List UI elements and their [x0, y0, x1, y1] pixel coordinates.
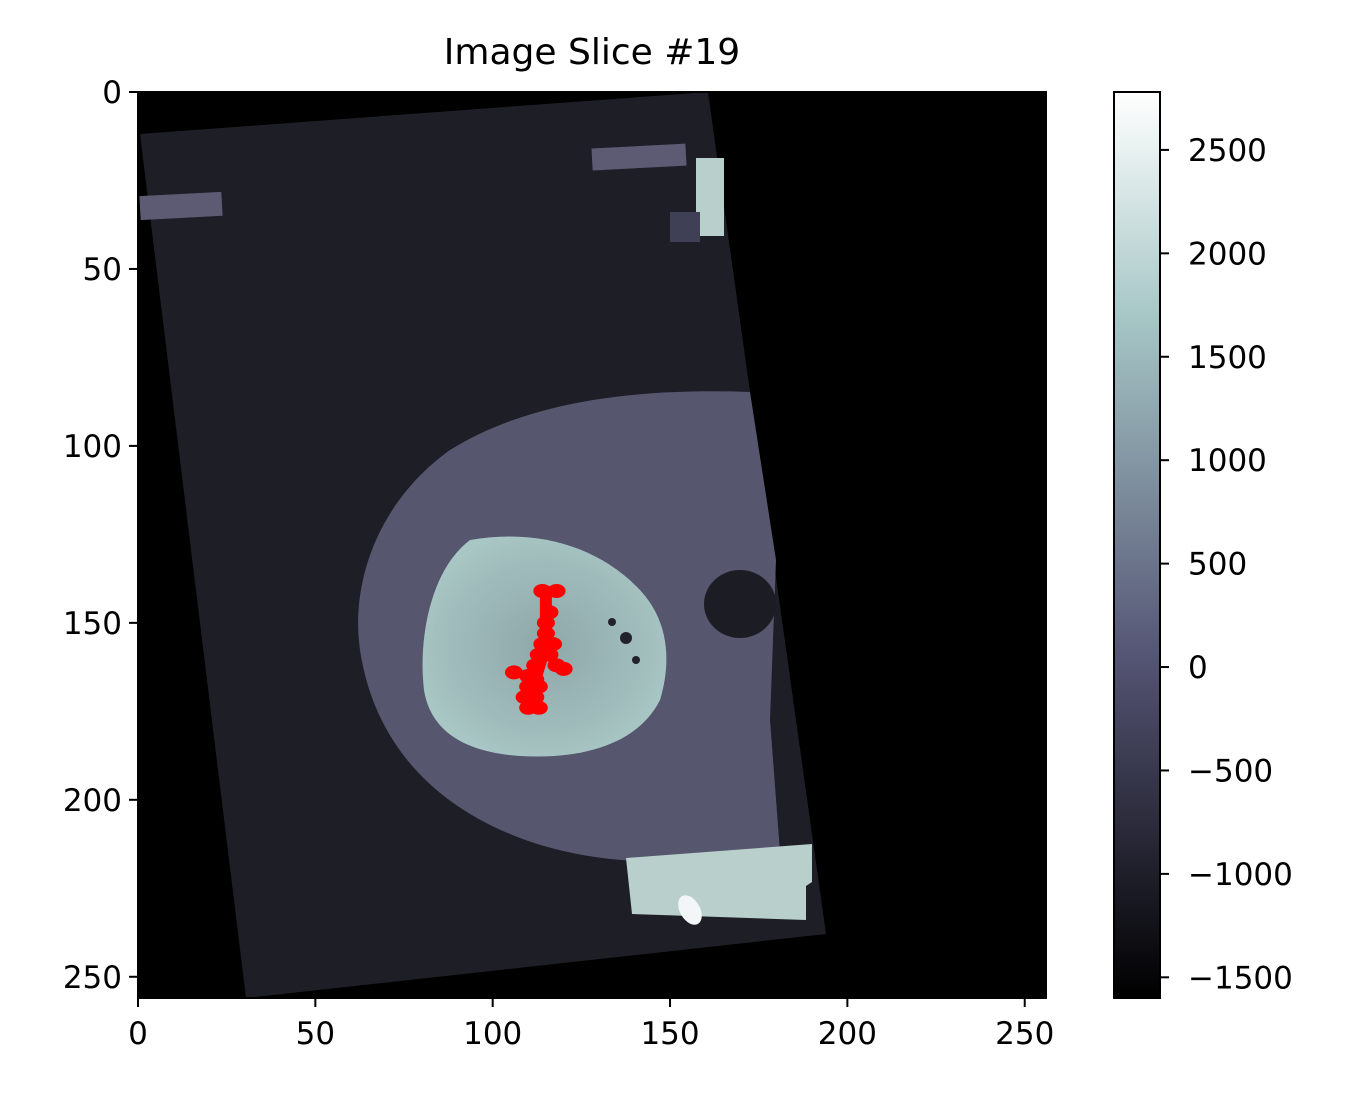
top-right-marker — [591, 143, 687, 171]
x-tick-label: 50 — [296, 1016, 335, 1052]
small-cavity-2 — [608, 618, 616, 626]
x-axis: 0 50 100 150 200 250 — [128, 998, 1054, 1052]
y-tick-label: 100 — [63, 429, 122, 465]
annotation-overlay — [504, 584, 573, 715]
x-tick-label: 150 — [640, 1016, 699, 1052]
chart-title: Image Slice #19 — [444, 32, 740, 73]
top-left-marker — [139, 191, 223, 221]
colorbar-tick-label: −500 — [1188, 753, 1273, 789]
y-tick-label: 50 — [83, 252, 122, 288]
colorbar-tick-label: 1500 — [1188, 340, 1267, 376]
colorbar-tick-label: 2000 — [1188, 236, 1267, 272]
x-tick-label: 0 — [128, 1016, 148, 1052]
ct-image — [138, 92, 1046, 998]
bottom-support — [626, 844, 812, 920]
plot-frame — [137, 91, 1047, 999]
y-tick-label: 0 — [102, 75, 122, 111]
colorbar-tick-label: 500 — [1188, 547, 1247, 583]
x-tick-label: 100 — [463, 1016, 522, 1052]
x-tick-label: 250 — [995, 1016, 1054, 1052]
colorbar-tick-label: 0 — [1188, 650, 1208, 686]
x-tick-label: 200 — [818, 1016, 877, 1052]
bottom-highlight — [678, 895, 702, 925]
colorbar-tick-label: 1000 — [1188, 443, 1267, 479]
small-cavity-3 — [632, 656, 640, 664]
y-tick-label: 200 — [63, 783, 122, 819]
y-tick-label: 250 — [63, 960, 122, 996]
colorbar-axis: −1500 −1000 −500 0 500 1000 1500 2000 2500 — [1160, 133, 1293, 996]
colorbar-tick-label: −1500 — [1188, 960, 1293, 996]
y-tick-label: 150 — [63, 606, 122, 642]
colorbar-tick-label: −1000 — [1188, 857, 1293, 893]
small-cavity-1 — [620, 632, 632, 644]
y-axis: 0 50 100 150 200 250 — [63, 75, 138, 996]
annotation-point — [547, 584, 566, 599]
colorbar — [1113, 91, 1161, 999]
top-right-post — [696, 158, 724, 236]
air-cavity — [704, 570, 776, 638]
annotation-point — [554, 661, 573, 676]
annotation-stroke — [522, 585, 552, 714]
top-right-block — [670, 212, 700, 242]
annotation-point — [504, 665, 523, 680]
colorbar-tick-label: 2500 — [1188, 133, 1267, 169]
